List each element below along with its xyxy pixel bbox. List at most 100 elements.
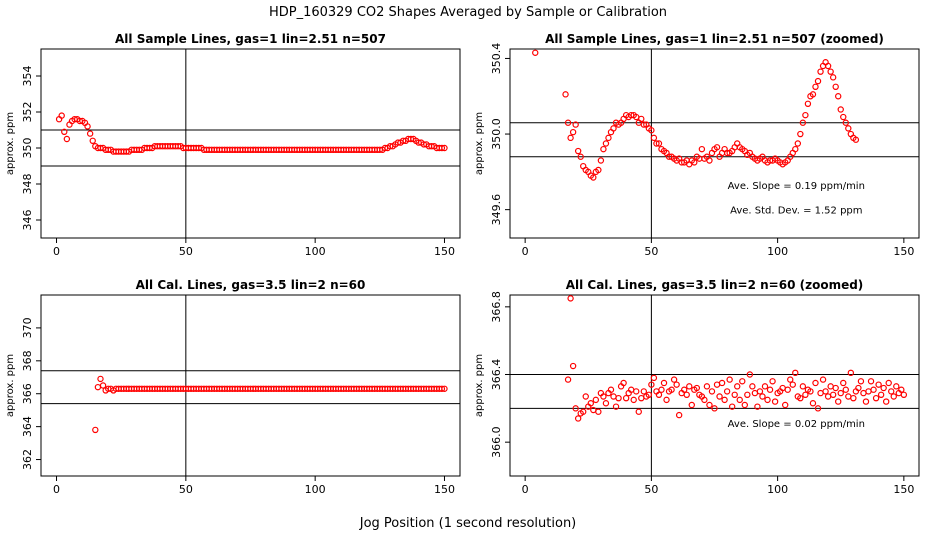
- data-point: [900, 391, 908, 399]
- data-point: [569, 362, 577, 370]
- data-point: [716, 393, 723, 400]
- data-point: [630, 396, 637, 404]
- data-point: [827, 383, 834, 390]
- x-tick-label: 100: [305, 245, 326, 258]
- data-point: [580, 408, 587, 415]
- y-tick-label: 368: [21, 350, 34, 371]
- data-point: [799, 383, 807, 390]
- data-point: [837, 389, 844, 397]
- data-point: [703, 383, 711, 390]
- data-point: [63, 135, 71, 143]
- y-tick-label: 364: [21, 416, 34, 437]
- data-point: [94, 383, 102, 391]
- data-point: [567, 295, 574, 302]
- chart-panel-1: All Sample Lines, gas=1 lin=2.51 n=507 0 5…: [5, 32, 461, 258]
- data-point: [572, 121, 579, 128]
- data-point: [686, 383, 693, 390]
- data-point: [683, 391, 690, 399]
- data-point: [756, 388, 764, 395]
- data-point: [620, 379, 627, 387]
- data-point: [670, 376, 678, 383]
- data-point: [731, 391, 738, 399]
- panel-title: All Cal. Lines, gas=3.5 lin=2 n=60 (zoom…: [566, 278, 864, 292]
- y-tick-label: 370: [21, 317, 34, 338]
- data-point: [829, 391, 837, 399]
- data-point: [787, 376, 794, 383]
- data-point: [706, 157, 713, 164]
- data-point: [847, 369, 855, 377]
- plot-frame: [40, 48, 461, 239]
- x-tick-label: 100: [767, 245, 788, 258]
- data-point: [92, 426, 99, 434]
- data-point: [832, 384, 839, 392]
- data-point: [633, 388, 640, 395]
- y-tick-label: 350: [21, 138, 34, 159]
- data-point: [759, 393, 766, 400]
- data-point: [441, 385, 448, 392]
- data-point: [564, 376, 572, 383]
- y-axis-label: approx. ppm: [5, 112, 16, 175]
- data-point: [754, 403, 761, 410]
- data-point: [845, 393, 852, 400]
- data-point: [840, 379, 847, 387]
- data-point: [607, 386, 615, 393]
- data-point: [852, 136, 860, 143]
- x-tick-label: 50: [179, 483, 193, 496]
- data-points: [55, 112, 448, 155]
- data-point: [441, 144, 448, 152]
- x-tick-label: 0: [53, 245, 60, 258]
- data-point: [718, 379, 726, 387]
- data-point: [713, 381, 721, 388]
- data-point: [99, 382, 107, 389]
- y-tick-label: 349.6: [490, 194, 503, 226]
- data-point: [840, 113, 847, 121]
- y-tick-label: 362: [21, 449, 34, 470]
- data-point: [802, 111, 809, 119]
- data-point: [799, 119, 807, 126]
- data-point: [658, 386, 665, 393]
- data-point: [893, 383, 900, 390]
- panel-title: All Sample Lines, gas=1 lin=2.51 n=507 (…: [545, 32, 884, 46]
- data-point: [809, 91, 817, 98]
- data-point: [61, 128, 68, 135]
- data-point: [638, 394, 645, 402]
- data-point: [592, 396, 600, 404]
- y-tick-label: 350.0: [490, 118, 503, 150]
- data-point: [739, 378, 746, 385]
- data-point: [693, 384, 701, 392]
- data-point: [898, 386, 905, 393]
- data-point: [862, 398, 870, 405]
- data-point: [438, 385, 446, 392]
- data-point: [781, 401, 789, 409]
- annotation-text: Ave. Std. Dev. = 1.52 ppm: [730, 205, 862, 216]
- data-point: [610, 125, 617, 132]
- data-point: [438, 144, 446, 152]
- chart-panel-4: All Cal. Lines, gas=3.5 lin=2 n=60 (zoom…: [474, 278, 920, 496]
- data-point: [645, 391, 653, 399]
- data-point: [789, 381, 796, 388]
- data-point: [673, 381, 680, 388]
- data-point: [638, 115, 645, 123]
- data-point: [835, 398, 842, 405]
- data-point: [827, 68, 834, 75]
- data-point: [751, 389, 759, 397]
- data-point: [688, 401, 695, 409]
- data-point: [574, 415, 582, 422]
- data-point: [749, 383, 756, 390]
- data-point: [663, 396, 670, 404]
- data-point: [635, 408, 642, 415]
- data-point: [574, 147, 582, 155]
- data-point: [582, 393, 589, 400]
- data-point: [723, 388, 731, 395]
- data-point: [562, 91, 569, 98]
- data-point: [812, 83, 819, 91]
- x-tick-label: 150: [434, 483, 455, 496]
- data-point: [888, 388, 895, 395]
- data-point: [721, 396, 728, 404]
- data-point: [602, 400, 610, 407]
- data-point: [532, 49, 539, 56]
- y-axis-label: approx. ppm: [474, 354, 485, 417]
- data-point: [681, 386, 688, 393]
- data-point: [701, 396, 708, 404]
- data-point: [835, 93, 842, 100]
